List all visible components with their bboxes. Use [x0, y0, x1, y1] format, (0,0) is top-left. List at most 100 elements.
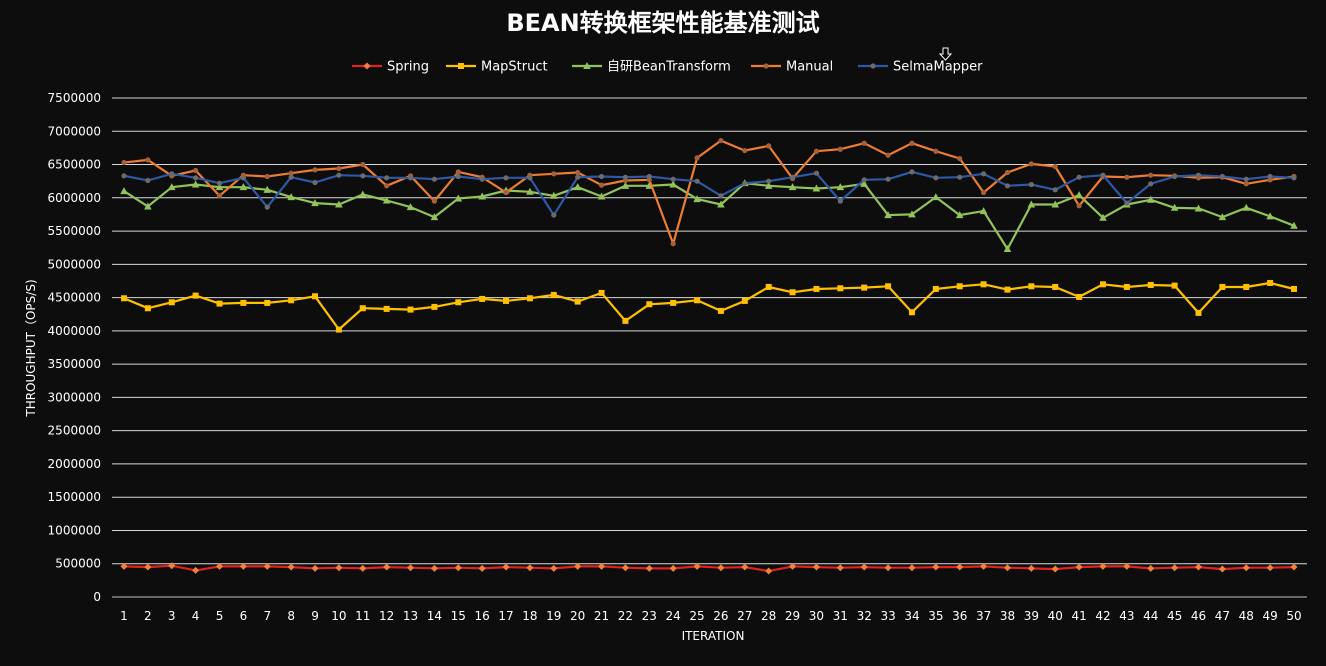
- data-point: [789, 562, 797, 570]
- data-point: [312, 179, 318, 186]
- data-point: [503, 189, 509, 196]
- data-point: [239, 562, 247, 570]
- data-point: [1170, 203, 1179, 211]
- data-point: [1219, 283, 1226, 290]
- data-point: [955, 211, 964, 219]
- data-point: [121, 295, 127, 302]
- data-point: [909, 140, 915, 146]
- data-point: [168, 299, 175, 306]
- data-point: [812, 563, 820, 571]
- x-tick-label: 43: [1119, 609, 1134, 623]
- x-tick-label: 2: [144, 609, 152, 623]
- data-point: [718, 193, 724, 199]
- data-point: [861, 284, 868, 291]
- data-point: [549, 191, 558, 199]
- data-point: [336, 172, 342, 178]
- data-point: [1290, 563, 1298, 571]
- data-point: [458, 63, 464, 69]
- x-tick-label: 42: [1095, 609, 1110, 623]
- chart-title: BEAN转换框架性能基准测试: [506, 9, 819, 37]
- data-point: [121, 173, 127, 179]
- y-tick-label: 4000000: [48, 324, 101, 338]
- data-point: [360, 173, 366, 179]
- data-point: [526, 295, 533, 302]
- data-point: [144, 563, 152, 571]
- data-point: [193, 175, 199, 181]
- data-point: [550, 564, 558, 572]
- data-point: [263, 562, 271, 570]
- data-point: [1195, 172, 1202, 178]
- x-tick-label: 38: [1000, 609, 1015, 623]
- x-tick-label: 41: [1071, 609, 1086, 623]
- x-tick-label: 4: [192, 609, 200, 623]
- x-tick-label: 5: [216, 609, 224, 623]
- data-point: [1100, 172, 1106, 178]
- data-point: [837, 285, 844, 292]
- data-point: [646, 173, 652, 180]
- legend-label: Manual: [786, 60, 833, 75]
- x-tick-label: 6: [240, 609, 248, 623]
- data-point: [598, 182, 605, 188]
- x-tick-label: 25: [689, 609, 704, 623]
- data-point: [503, 175, 509, 181]
- data-point: [1028, 161, 1034, 167]
- data-point: [383, 305, 390, 312]
- data-point: [765, 283, 772, 290]
- x-tick-label: 29: [785, 609, 800, 623]
- data-point: [575, 174, 581, 180]
- data-point: [1148, 181, 1154, 187]
- data-point: [789, 289, 796, 296]
- y-tick-label: 2500000: [48, 424, 101, 438]
- x-tick-label: 35: [928, 609, 943, 623]
- x-tick-label: 28: [761, 609, 776, 623]
- data-point: [312, 293, 319, 300]
- y-tick-label: 1000000: [48, 523, 101, 537]
- y-tick-label: 4500000: [48, 291, 101, 305]
- data-point: [192, 292, 199, 299]
- x-tick-label: 48: [1239, 609, 1254, 623]
- data-point: [742, 180, 748, 186]
- data-point: [1146, 195, 1155, 203]
- x-tick-label: 39: [1024, 609, 1039, 623]
- data-point: [1051, 200, 1060, 208]
- data-point: [1267, 279, 1274, 286]
- x-tick-label: 31: [833, 609, 848, 623]
- data-point: [1195, 309, 1202, 316]
- data-point: [670, 241, 676, 247]
- x-tick-label: 27: [737, 609, 752, 623]
- data-point: [407, 306, 414, 313]
- data-point: [1267, 173, 1273, 180]
- x-axis-title: ITERATION: [682, 629, 745, 643]
- data-point: [1052, 283, 1059, 290]
- data-point: [694, 297, 701, 304]
- data-point: [933, 175, 939, 181]
- data-point: [167, 183, 176, 191]
- series-line: [123, 182, 1295, 251]
- x-tick-label: 33: [880, 609, 895, 623]
- data-point: [239, 183, 248, 191]
- data-point: [1051, 565, 1059, 573]
- legend-label: 自研BeanTransform: [607, 60, 731, 75]
- x-tick-label: 1: [120, 609, 128, 623]
- data-point: [216, 193, 223, 199]
- x-tick-label: 26: [713, 609, 728, 623]
- data-point: [860, 563, 868, 571]
- data-point: [240, 175, 246, 181]
- data-point: [957, 155, 963, 162]
- data-point: [430, 564, 438, 572]
- data-point: [455, 299, 462, 306]
- data-point: [598, 289, 605, 296]
- data-point: [957, 174, 963, 180]
- data-point: [1147, 281, 1154, 288]
- data-point: [454, 194, 463, 202]
- x-tick-label: 13: [403, 609, 418, 623]
- data-point: [1027, 564, 1035, 572]
- series-selmamapper: [121, 169, 1297, 218]
- data-point: [383, 563, 391, 571]
- data-point: [358, 190, 367, 198]
- data-point: [479, 176, 485, 182]
- data-point: [335, 200, 343, 208]
- data-point: [622, 174, 629, 180]
- series-beantransform: [120, 179, 1298, 253]
